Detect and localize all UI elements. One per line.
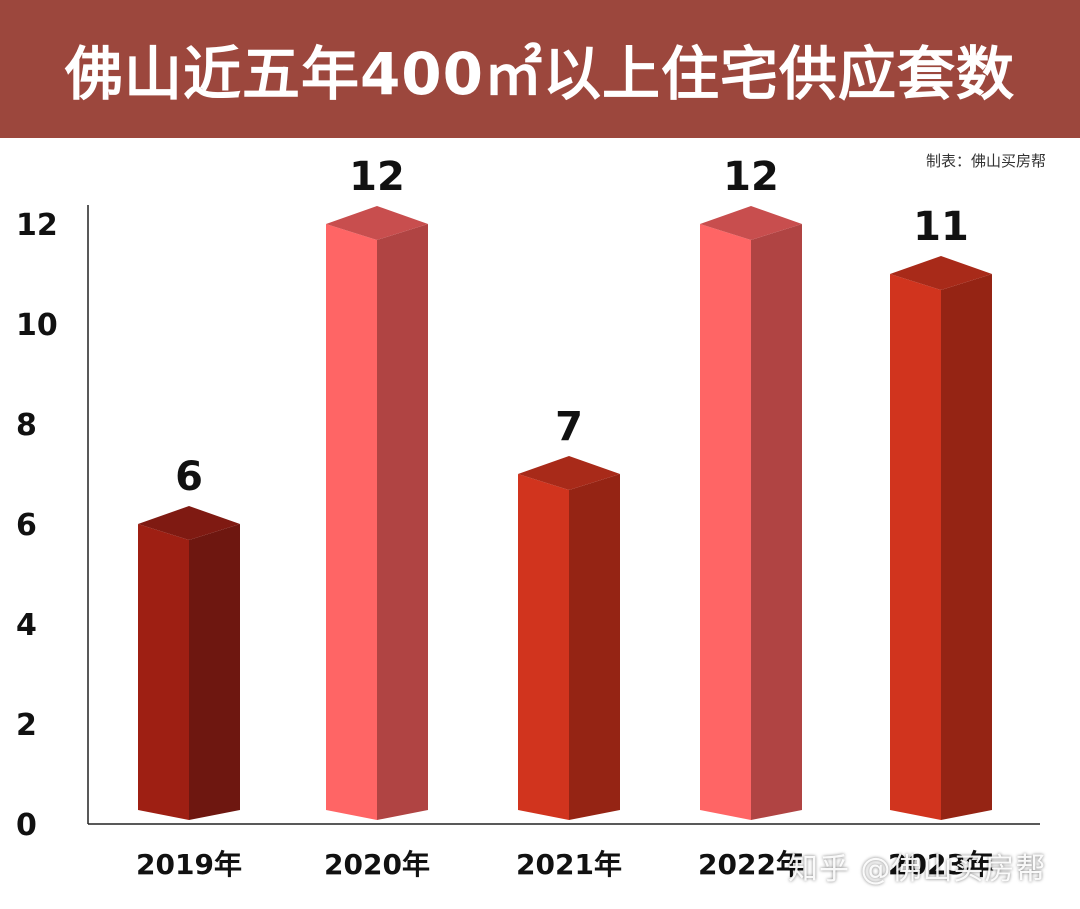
y-tick-label: 8: [16, 408, 37, 443]
credit-text: 制表：佛山买房帮: [925, 152, 1046, 170]
chart-title: 佛山近五年400㎡以上住宅供应套数: [64, 40, 1016, 108]
bar-top: [138, 506, 240, 540]
x-category-label: 2022年: [698, 848, 804, 881]
bar-face-left: [518, 474, 569, 820]
bar-face-right: [569, 474, 620, 820]
bar-face-left: [326, 224, 377, 820]
x-category-label: 2023年: [888, 848, 994, 881]
bar-data-label: 12: [723, 154, 779, 200]
bar-face-left: [700, 224, 751, 820]
bar-face-right: [941, 274, 992, 820]
y-tick-label: 12: [16, 208, 58, 243]
bar-data-label: 7: [555, 404, 583, 450]
y-tick-label: 6: [16, 508, 37, 543]
bar-top: [518, 456, 620, 490]
y-tick-label: 4: [16, 608, 37, 643]
y-tick-label: 0: [16, 808, 37, 843]
bar-top: [890, 256, 992, 290]
bar-data-label: 11: [913, 204, 969, 250]
bar-face-right: [189, 524, 240, 820]
x-category-label: 2021年: [516, 848, 622, 881]
bar-face-right: [377, 224, 428, 820]
bar-data-label: 6: [175, 454, 203, 500]
bar-face-left: [890, 274, 941, 820]
x-category-label: 2019年: [136, 848, 242, 881]
y-tick-label: 10: [16, 308, 58, 343]
bar-top: [700, 206, 802, 240]
bar-face-right: [751, 224, 802, 820]
bar-top: [326, 206, 428, 240]
title-banner: 佛山近五年400㎡以上住宅供应套数: [0, 0, 1080, 138]
y-tick-label: 2: [16, 708, 37, 743]
watermark-text: 知乎 @佛山买房帮: [788, 852, 1047, 887]
bar-data-label: 12: [349, 154, 405, 200]
bar-face-left: [138, 524, 189, 820]
x-category-label: 2020年: [324, 848, 430, 881]
